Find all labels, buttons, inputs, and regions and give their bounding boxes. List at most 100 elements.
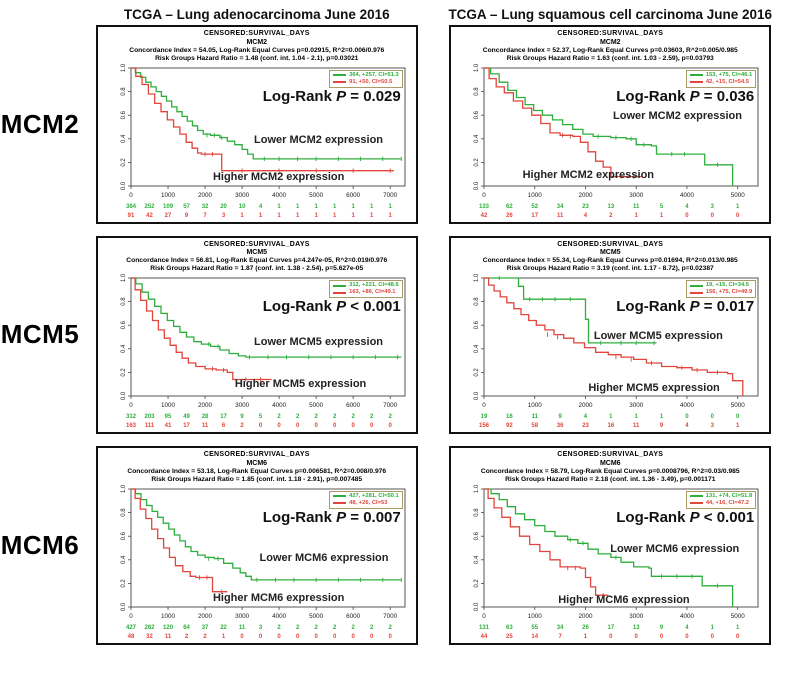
svg-text:0.6: 0.6 xyxy=(121,110,127,119)
svg-text:4: 4 xyxy=(686,204,690,210)
panel-stats-concordance: Concordance Index = 55.34, Log-Rank Equa… xyxy=(482,257,738,264)
legend-label-higher: 156, +75, CI=49.9 xyxy=(705,289,753,295)
legend-label-lower: 364, +257, CI=51.3 xyxy=(349,71,399,78)
svg-text:0: 0 xyxy=(129,613,133,620)
legend-line-higher-icon xyxy=(689,502,703,504)
legend-box: 153, +75, CI=46.1 42, +15, CI=54.5 xyxy=(685,69,757,88)
svg-text:0: 0 xyxy=(277,634,281,640)
svg-text:2000: 2000 xyxy=(579,402,594,409)
svg-text:49: 49 xyxy=(183,414,190,420)
logrank-p-symbol: P xyxy=(336,298,347,315)
svg-text:5: 5 xyxy=(259,414,263,420)
panel-title-gene: MCM6 xyxy=(599,459,621,467)
svg-text:0: 0 xyxy=(129,192,133,199)
svg-text:95: 95 xyxy=(164,414,171,420)
column-title-squamous: TCGA – Lung squamous cell carcinoma June… xyxy=(448,7,773,22)
annotation-higher-expression: Higher MCM6 expression xyxy=(212,592,345,605)
svg-text:63: 63 xyxy=(506,625,513,631)
svg-text:2: 2 xyxy=(203,634,207,640)
row-label-mcm5: MCM5 xyxy=(0,319,80,350)
svg-text:2: 2 xyxy=(333,625,337,631)
svg-text:0.8: 0.8 xyxy=(121,507,127,516)
svg-text:1: 1 xyxy=(736,625,740,631)
km-plot-svg: 0.00.20.40.60.81.00 1000 2000 3000 4000 50001… xyxy=(474,274,759,429)
legend-line-lower-icon xyxy=(333,74,347,76)
km-plot-svg: 0.00.20.40.60.81.00 1000 2000 3000 4000 50001… xyxy=(474,485,759,640)
logrank-prefix: Log-Rank xyxy=(616,87,686,105)
svg-text:91: 91 xyxy=(127,213,134,219)
panel-title-gene: MCM5 xyxy=(246,249,268,256)
svg-text:0: 0 xyxy=(333,423,337,429)
svg-text:17: 17 xyxy=(608,625,615,631)
svg-text:1: 1 xyxy=(296,204,300,210)
svg-text:23: 23 xyxy=(582,204,589,210)
svg-text:0: 0 xyxy=(314,634,318,640)
annotation-lower-expression: Lower MCM5 expression xyxy=(593,330,723,342)
km-survival-figure: TCGA – Lung adenocarcinoma June 2016 TCG… xyxy=(0,3,787,645)
svg-text:27: 27 xyxy=(164,213,171,219)
column-titles-row: TCGA – Lung adenocarcinoma June 2016 TCG… xyxy=(0,3,787,25)
svg-text:36: 36 xyxy=(557,423,564,429)
legend-line-lower-icon xyxy=(689,495,703,497)
svg-text:0.2: 0.2 xyxy=(474,157,480,166)
logrank-value: = 0.017 xyxy=(703,298,755,315)
svg-text:32: 32 xyxy=(146,634,153,640)
svg-text:7: 7 xyxy=(203,213,207,219)
svg-text:2000: 2000 xyxy=(198,402,213,409)
svg-text:16: 16 xyxy=(608,423,615,429)
svg-text:11: 11 xyxy=(633,204,640,210)
legend-row-higher: 48, +26, CI=53 xyxy=(333,500,399,507)
svg-text:203: 203 xyxy=(144,414,155,420)
svg-text:0: 0 xyxy=(711,213,715,219)
svg-text:6000: 6000 xyxy=(346,402,361,409)
panel-title-gene: MCM2 xyxy=(246,38,268,46)
svg-text:1000: 1000 xyxy=(528,192,543,199)
svg-text:0: 0 xyxy=(482,192,486,199)
svg-text:3000: 3000 xyxy=(235,613,250,620)
legend-label-higher: 91, +50, CI=50.5 xyxy=(349,78,393,85)
logrank-value: = 0.007 xyxy=(350,508,401,526)
annotation-lower-expression: Lower MCM5 expression xyxy=(254,335,384,348)
svg-text:42: 42 xyxy=(481,213,488,219)
legend-label-higher: 42, +15, CI=54.5 xyxy=(705,78,750,85)
svg-text:1: 1 xyxy=(351,204,355,210)
svg-text:252: 252 xyxy=(144,204,155,210)
svg-text:1: 1 xyxy=(609,414,613,420)
legend-label-higher: 163, +86, CI=49.1 xyxy=(349,289,396,295)
svg-text:0: 0 xyxy=(711,634,715,640)
annotation-higher-expression: Higher MCM5 expression xyxy=(234,378,367,391)
legend-line-higher-icon xyxy=(689,81,703,83)
svg-text:2000: 2000 xyxy=(198,613,213,620)
legend-box: 312, +221, CI=48.6 163, +86, CI=49.1 xyxy=(329,280,403,298)
panel-title-censored: CENSORED:SURVIVAL_DAYS xyxy=(203,30,310,37)
km-plot-svg: 0.00.20.40.60.81.00 1000 2000 3000 4000 50001… xyxy=(474,64,759,219)
annotation-lower-expression: Lower MCM6 expression xyxy=(259,552,389,565)
svg-text:3000: 3000 xyxy=(629,402,644,409)
svg-text:0: 0 xyxy=(686,213,690,219)
svg-text:19: 19 xyxy=(481,414,488,420)
svg-text:427: 427 xyxy=(126,625,137,631)
svg-text:0.2: 0.2 xyxy=(121,578,127,587)
annotation-lower-expression: Lower MCM2 expression xyxy=(613,110,742,123)
svg-text:0: 0 xyxy=(686,634,690,640)
svg-text:2000: 2000 xyxy=(579,192,594,199)
svg-text:0.0: 0.0 xyxy=(474,391,480,400)
logrank-value: = 0.029 xyxy=(350,87,401,105)
svg-text:0: 0 xyxy=(686,414,690,420)
svg-text:52: 52 xyxy=(532,204,539,210)
svg-text:58: 58 xyxy=(532,423,539,429)
annotation-lower-expression: Lower MCM6 expression xyxy=(610,542,740,555)
legend-label-lower: 19, +15, CI=34.5 xyxy=(705,282,750,288)
svg-text:3: 3 xyxy=(259,625,263,631)
panel-stats-hazard-ratio: Risk Groups Hazard Ratio = 3.19 (conf. i… xyxy=(506,265,714,272)
legend-label-lower: 427, +281, CI=50.1 xyxy=(349,492,399,499)
panel-stats-concordance: Concordance Index = 52.37, Log-Rank Equa… xyxy=(482,46,738,54)
svg-text:0.4: 0.4 xyxy=(474,554,480,563)
legend-line-higher-icon xyxy=(333,81,347,83)
svg-text:3: 3 xyxy=(711,204,715,210)
km-plot-svg: 0.0 0.2 0.4 0.6 0.8 1.0 0 1000 2000 3000 4000 5000 6… xyxy=(121,64,406,219)
svg-text:1: 1 xyxy=(333,204,337,210)
legend-label-higher: 48, +26, CI=53 xyxy=(349,499,388,506)
svg-text:17: 17 xyxy=(220,414,227,420)
svg-text:4: 4 xyxy=(259,204,263,210)
